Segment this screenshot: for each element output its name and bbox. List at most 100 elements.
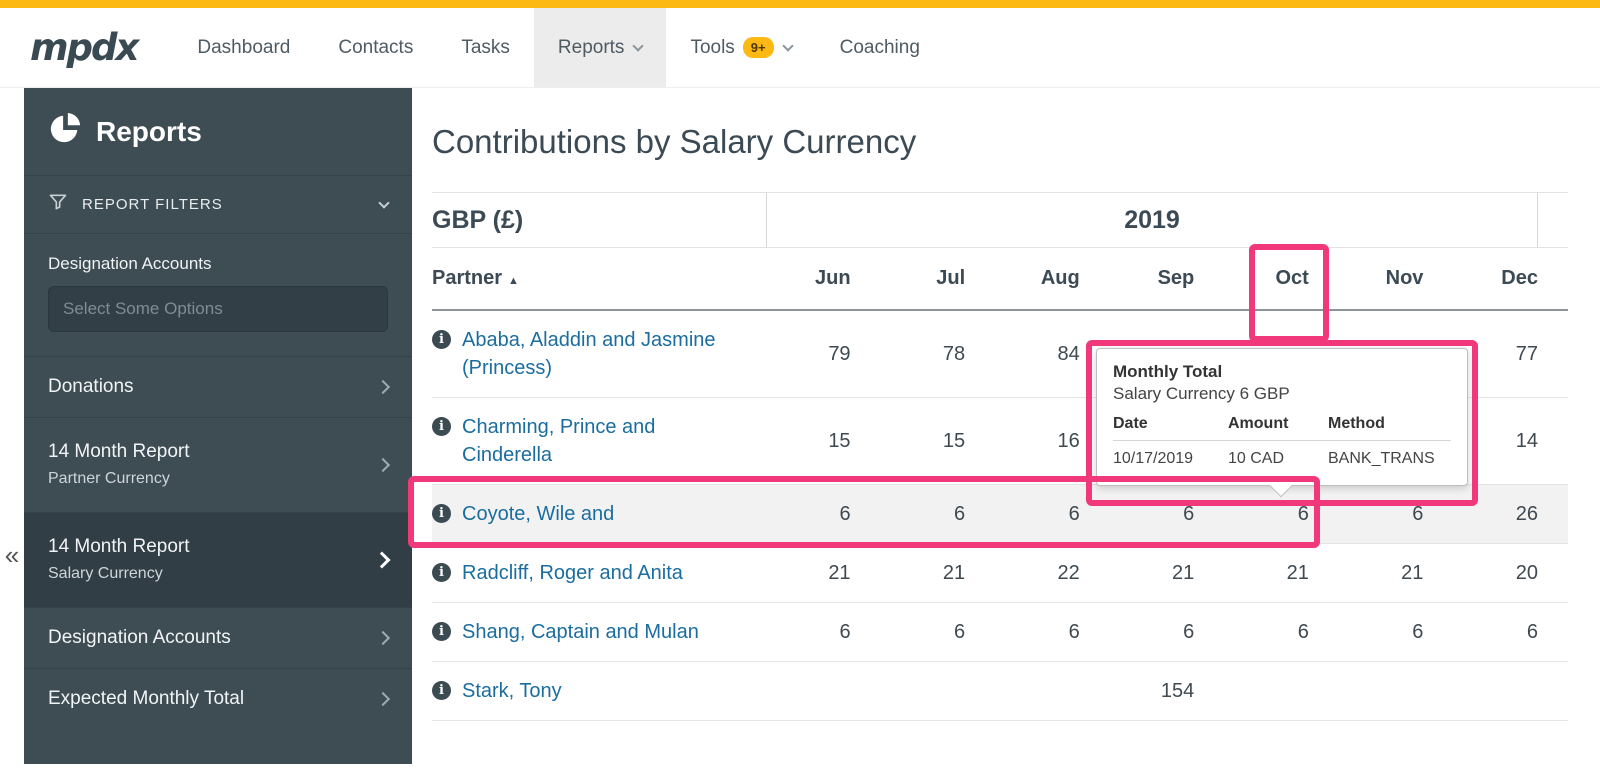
value-cell: 6 <box>954 502 966 525</box>
report-filters-toggle[interactable]: REPORT FILTERS <box>24 175 412 233</box>
tooltip-col-date: Date <box>1113 415 1148 432</box>
mpdx-logo[interactable]: mpdx <box>30 26 139 69</box>
sidebar-item-14-month-salary-currency[interactable]: 14 Month Report Salary Currency <box>24 512 412 607</box>
sidebar-item-label: Donations <box>48 376 134 397</box>
value-cell: 79 <box>828 342 851 365</box>
sidebar-item-label: Designation Accounts <box>48 627 231 648</box>
designation-accounts-label: Designation Accounts <box>48 254 212 273</box>
value-cell: 154 <box>1160 679 1195 702</box>
value-cell: 21 <box>1401 561 1424 584</box>
partner-link[interactable]: Shang, Captain and Mulan <box>462 621 699 643</box>
value-cell: 84 <box>1057 342 1080 365</box>
table-row: i Radcliff, Roger and Anita 21 21 22 21 2… <box>432 544 1568 603</box>
partner-cell: i Shang, Captain and Mulan <box>432 603 766 661</box>
value-cell: 15 <box>942 429 966 452</box>
nav-label: Tools <box>690 36 735 58</box>
chevron-right-icon <box>375 379 391 395</box>
chevron-down-icon <box>781 39 794 52</box>
table-row: i Stark, Tony 154 <box>432 662 1568 721</box>
tooltip-method-value: BANK_TRANS <box>1328 450 1435 467</box>
tooltip-date-value: 10/17/2019 <box>1113 450 1194 467</box>
sidebar-item-14-month-partner-currency[interactable]: 14 Month Report Partner Currency <box>24 417 412 512</box>
nav-label: Coaching <box>839 36 920 58</box>
page-title: Contributions by Salary Currency <box>432 123 917 160</box>
nav-item-tools[interactable]: Tools 9+ <box>666 8 815 87</box>
month-header-dec: Dec <box>1501 267 1538 289</box>
partner-cell: i Coyote, Wile and <box>432 485 766 543</box>
tooltip-col-amount: Amount <box>1228 415 1289 432</box>
sidebar-item-expected-monthly-total[interactable]: Expected Monthly Total <box>24 668 412 729</box>
partner-link[interactable]: Coyote, Wile and <box>462 503 615 525</box>
info-icon[interactable]: i <box>432 330 451 349</box>
report-filters-label: REPORT FILTERS <box>82 196 223 213</box>
partner-link[interactable]: Ababa, Aladdin and Jasmine (Princess) <box>462 329 716 379</box>
partner-cell: i Radcliff, Roger and Anita <box>432 544 766 602</box>
value-cell: 22 <box>1057 561 1080 584</box>
nav-item-coaching[interactable]: Coaching <box>816 8 944 87</box>
partner-cell: i Ababa, Aladdin and Jasmine (Princess) <box>432 311 766 397</box>
table-row: i Charming, Prince and Cinderella 15 15 1… <box>432 398 1568 485</box>
value-cell: 15 <box>828 429 851 452</box>
table-column-headers: Partner ▲ Jun Jul Aug Sep Oct Nov Dec <box>432 248 1568 311</box>
info-icon[interactable]: i <box>432 417 451 436</box>
partner-column-header[interactable]: Partner ▲ <box>432 267 766 290</box>
chevron-down-icon <box>632 39 645 52</box>
tooltip-amount-value: 10 CAD <box>1228 450 1285 467</box>
value-cell: 6 <box>1183 620 1195 643</box>
info-icon[interactable]: i <box>432 681 451 700</box>
value-cell: 6 <box>1183 502 1195 525</box>
info-icon[interactable]: i <box>432 622 451 641</box>
value-cell: 6 <box>1526 620 1538 643</box>
top-accent-bar <box>0 0 1600 8</box>
sidebar-item-label: 14 Month Report <box>48 441 190 462</box>
sidebar-item-sublabel: Salary Currency <box>48 565 163 582</box>
funnel-icon <box>48 192 68 217</box>
sidebar-item-label: 14 Month Report <box>48 536 190 557</box>
value-cell: 26 <box>1515 502 1538 525</box>
nav-label: Contacts <box>338 36 414 58</box>
month-header-jun: Jun <box>815 267 851 289</box>
sidebar-item-donations[interactable]: Donations <box>24 356 412 417</box>
value-cell: 6 <box>1068 502 1080 525</box>
partner-link[interactable]: Radcliff, Roger and Anita <box>462 562 683 584</box>
info-icon[interactable]: i <box>432 563 451 582</box>
chevron-down-icon <box>378 196 390 209</box>
nav-item-contacts[interactable]: Contacts <box>314 8 437 87</box>
table-row: i Shang, Captain and Mulan 6 6 6 6 6 6 6 <box>432 603 1568 662</box>
nav-item-dashboard[interactable]: Dashboard <box>173 8 314 87</box>
sidebar-collapse-icon[interactable]: « <box>4 540 20 570</box>
sidebar-item-sublabel: Partner Currency <box>48 470 170 487</box>
tooltip-table-header: Date Amount Method <box>1113 415 1451 441</box>
table-row-highlighted: i Coyote, Wile and 6 6 6 6 6 6 26 <box>432 485 1568 544</box>
value-cell: 6 <box>839 620 851 643</box>
tooltip-subtitle: Salary Currency 6 GBP <box>1113 384 1290 403</box>
nav-item-tasks[interactable]: Tasks <box>437 8 534 87</box>
value-cell: 21 <box>828 561 851 584</box>
value-cell: 6 <box>954 620 966 643</box>
nav-label: Reports <box>557 36 625 58</box>
designation-accounts-select[interactable] <box>48 286 388 332</box>
nav-item-reports[interactable]: Reports <box>533 8 667 87</box>
partner-header-label: Partner <box>432 267 503 289</box>
chevron-right-icon <box>375 457 391 473</box>
month-header-oct: Oct <box>1275 267 1309 289</box>
chevron-right-icon <box>375 630 391 646</box>
month-header-jul: Jul <box>936 267 966 289</box>
month-header-sep: Sep <box>1157 267 1195 289</box>
partner-link[interactable]: Stark, Tony <box>462 680 562 702</box>
tooltip-table-row: 10/17/2019 10 CAD BANK_TRANS <box>1113 441 1451 468</box>
value-cell: 21 <box>942 561 966 584</box>
tooltip-col-method: Method <box>1328 415 1385 432</box>
value-cell: 6 <box>1412 502 1424 525</box>
tooltip-title: Monthly Total <box>1113 362 1223 381</box>
currency-header: GBP (£) <box>432 205 524 234</box>
value-cell: 21 <box>1172 561 1195 584</box>
value-cell: 6 <box>1068 620 1080 643</box>
value-cell: 21 <box>1286 561 1309 584</box>
sidebar-header: Reports <box>24 88 412 175</box>
nav-items: Dashboard Contacts Tasks Reports Tools 9+… <box>173 8 944 87</box>
sidebar-item-designation-accounts[interactable]: Designation Accounts <box>24 607 412 668</box>
value-cell: 20 <box>1515 561 1538 584</box>
partner-link[interactable]: Charming, Prince and Cinderella <box>462 416 656 466</box>
info-icon[interactable]: i <box>432 504 451 523</box>
